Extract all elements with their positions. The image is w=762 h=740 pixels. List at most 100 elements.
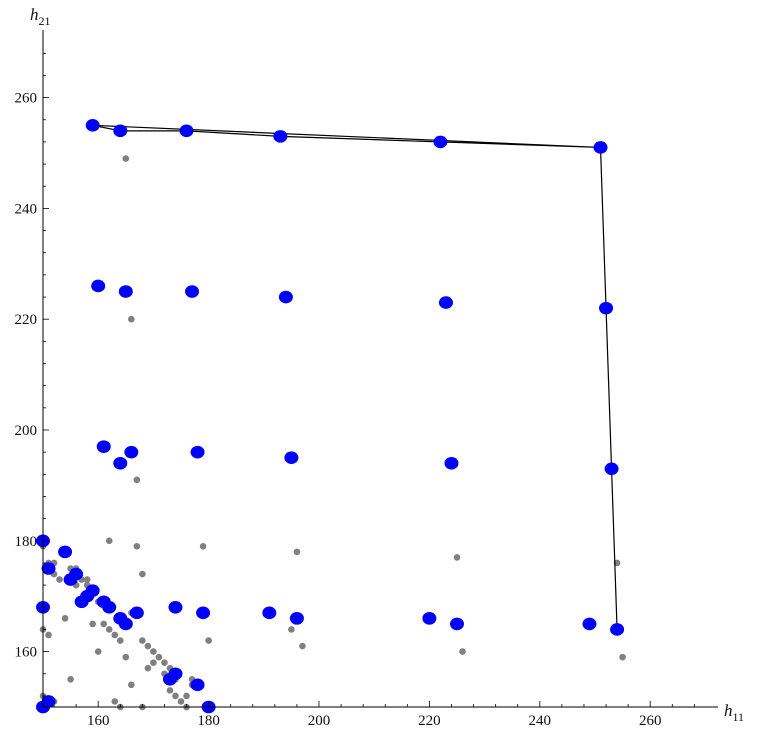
background-point [111,698,119,705]
highlight-point [284,451,299,465]
background-point [89,620,96,628]
highlight-point [113,124,128,138]
highlight-point [185,285,200,298]
highlight-point [262,606,277,620]
background-point [111,631,119,639]
highlight-point [118,617,133,631]
background-point [299,642,306,650]
highlight-point [41,695,56,708]
highlight-point [118,285,133,298]
highlight-point [196,606,211,620]
highlight-point [610,623,625,636]
highlight-point [604,462,619,476]
highlight-point [438,296,453,309]
background-point [83,576,91,583]
background-point [128,315,135,323]
x-axis-label-base: h [724,701,733,720]
background-point [133,543,141,550]
hull-line-layer [92,124,618,630]
highlight-point [422,612,437,625]
background-point [293,548,301,556]
background-point [133,476,141,484]
highlight-point [273,130,288,143]
background-point [459,648,466,655]
highlight-point [190,678,205,692]
highlight-point [168,600,183,614]
highlight-point [599,301,614,315]
x-axis-label-sub: 11 [733,710,745,724]
background-point [172,692,179,700]
background-point [56,576,63,583]
highlight-point [41,562,56,575]
x-axis-label: h11 [724,701,744,724]
x-tick-label: 220 [418,713,441,729]
y-axis-label-base: h [30,5,39,24]
highlight-point [190,445,205,459]
y-ticks: 160 180 200 220 240 260 [15,52,49,697]
background-point [139,570,146,578]
background-point [155,653,163,661]
y-tick-label: 160 [15,645,38,661]
background-point [94,648,102,655]
y-axis-label: h21 [30,5,51,28]
highlight-point [278,290,293,304]
x-tick-label: 160 [87,713,110,729]
y-tick-label: 200 [15,423,38,439]
background-point [144,664,152,672]
background-point [453,554,461,561]
highlight-point [124,445,139,459]
background-point [128,681,135,689]
background-point [205,637,212,644]
background-point [619,653,626,661]
x-tick-label: 180 [197,713,220,729]
highlight-point [58,545,73,559]
highlight-point [85,119,100,132]
x-tick-label: 200 [308,713,331,729]
background-point [139,637,146,644]
highlight-point [179,124,194,138]
highlight-point [289,612,304,625]
y-tick-label: 220 [15,312,38,328]
highlight-point [102,600,117,614]
y-tick-label: 260 [15,91,38,107]
background-point [161,659,168,666]
background-point [166,687,174,694]
background-point [100,620,108,628]
background-point [183,692,190,700]
highlight-point [582,617,597,631]
hull-line [92,124,618,630]
background-point [105,537,113,545]
background-point [116,637,124,644]
highlight-point [96,440,111,453]
background-point [150,648,157,655]
highlight-point [450,617,464,631]
background-point [122,155,130,162]
x-tick-label: 260 [639,713,662,729]
highlight-point [113,456,128,470]
x-ticks: 160 180 200 220 240 260 [53,701,695,729]
background-point [199,543,207,550]
y-tick-label: 240 [15,201,38,217]
background-point [45,631,52,639]
highlight-point [129,606,144,620]
highlight-point [85,584,100,597]
background-point [288,626,295,633]
highlight-point [593,141,608,154]
y-axis-label-sub: 21 [39,14,51,28]
y-tick-label: 180 [15,534,38,550]
background-point [150,659,157,666]
background-point [105,626,113,633]
x-tick-label: 240 [529,713,552,729]
background-point [67,676,74,683]
background-point [122,653,130,661]
highlight-point [444,456,459,470]
background-point [177,698,185,705]
highlight-points-layer [36,119,625,714]
background-point [144,642,152,650]
highlight-point [91,279,106,293]
background-point [61,615,69,622]
highlight-point [168,667,183,681]
highlight-point [433,135,448,149]
